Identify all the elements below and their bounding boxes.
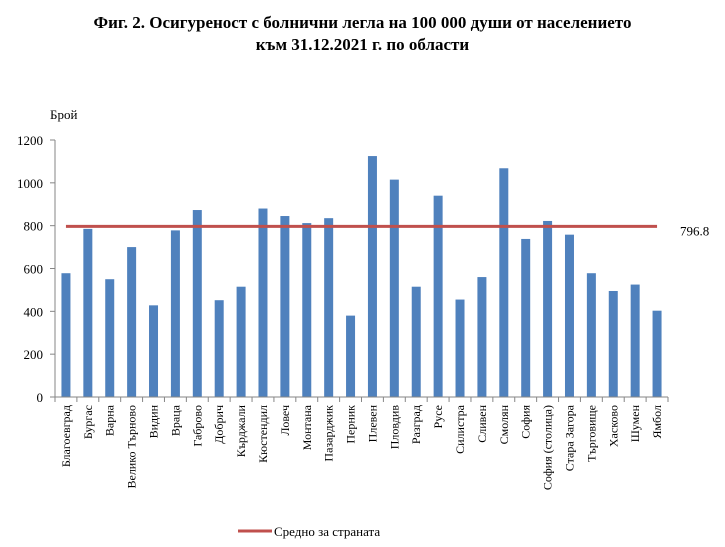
bar [346,315,356,397]
x-tick-label: Кюстендил [256,405,270,463]
average-line-group: 796.8 [65,223,709,238]
bar [83,228,93,397]
x-tick-label: Перник [344,405,358,444]
x-tick-label: Габрово [190,405,204,447]
bar [564,234,574,397]
bar [170,230,180,397]
x-tick-label: Разград [409,405,423,444]
bar [105,279,115,397]
x-tick-label: Монтана [300,404,314,450]
x-tick-label: Пазарджик [322,405,336,462]
x-tick-label: Плевен [365,404,379,442]
y-tick-label: 600 [24,262,44,277]
bar [630,284,640,397]
y-axis-ticks: Брой 0 200 400 600 800 1000 1200 [17,107,77,405]
x-tick-label: Велико Търново [125,405,139,489]
y-tick-label: 200 [24,347,44,362]
x-tick-label: Бургас [81,405,95,439]
x-tick-label: Хасково [606,405,620,447]
chart-title-line-2: към 31.12.2021 г. по области [255,35,470,54]
bar [302,223,312,397]
bar [389,179,399,397]
legend: Средно за страната [238,524,380,539]
bar [324,218,334,397]
x-tick-label: София [519,405,533,439]
x-tick-label: Ловеч [278,405,292,436]
bar [608,290,618,397]
y-tick-label: 0 [37,390,44,405]
legend-label: Средно за страната [274,524,380,539]
x-tick-label: Враца [168,404,182,436]
bar [652,310,662,397]
x-axis-labels: Благоевград Бургас Варна Велико Търново Види… [59,404,664,490]
x-tick-label: Видин [147,404,161,438]
x-tick-label: София (столица) [541,405,555,490]
y-tick-label: 1000 [17,176,43,191]
bar [61,273,71,397]
bar [499,168,509,397]
x-tick-label: Варна [103,404,117,436]
bar [543,220,553,397]
x-tick-label: Ямбол [650,405,664,439]
bar [477,277,487,397]
bar [455,299,465,397]
bar [214,300,224,397]
x-tick-label: Сливен [475,404,489,442]
x-tick-label: Кърджали [234,404,248,457]
y-tick-label: 1200 [17,133,43,148]
x-tick-label: Благоевград [59,405,73,467]
bars [61,156,662,397]
y-axis-title: Брой [50,107,77,122]
x-tick-label: Смолян [497,404,511,444]
x-tick-label: Търговище [584,405,598,462]
y-tick-label: 800 [24,219,44,234]
bar [521,238,531,397]
bar [258,208,268,397]
bar [280,216,290,397]
bar [367,156,377,397]
bar [586,273,596,397]
axes [54,140,669,402]
bar [149,305,159,397]
x-tick-label: Пловдив [387,405,401,450]
average-line-value-label: 796.8 [680,223,709,238]
bar [411,286,421,397]
y-tick-label: 400 [24,304,44,319]
bar [236,286,246,397]
bar [127,247,137,397]
x-tick-label: Русе [431,405,445,428]
chart-title-line-1: Фиг. 2. Осигуреност с болнични легла на … [93,13,632,32]
bar [192,210,202,397]
bar [433,195,443,397]
x-tick-label: Добрич [212,405,226,444]
x-tick-label: Шумен [628,404,642,442]
x-tick-label: Стара Загора [562,404,576,471]
x-tick-label: Силистра [453,404,467,454]
